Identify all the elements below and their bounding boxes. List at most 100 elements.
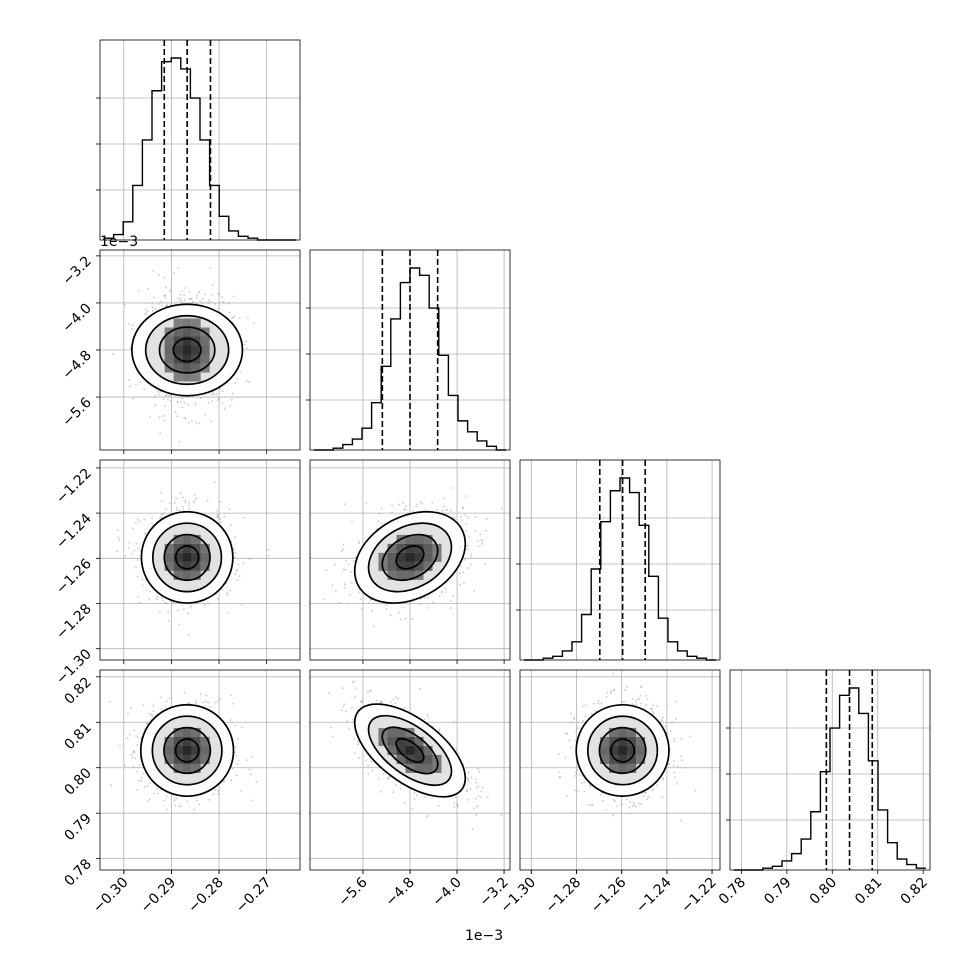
sample-point bbox=[432, 725, 435, 728]
histogram-step-line bbox=[524, 477, 716, 661]
sample-point bbox=[466, 790, 469, 793]
density-cell bbox=[405, 561, 415, 571]
sample-point bbox=[156, 596, 158, 598]
sample-point bbox=[343, 703, 346, 706]
sample-point bbox=[335, 590, 337, 593]
sample-point bbox=[240, 789, 243, 792]
density-cell bbox=[200, 543, 210, 553]
sample-point bbox=[477, 795, 480, 798]
sample-point bbox=[450, 509, 452, 512]
sample-point bbox=[217, 307, 220, 310]
sample-point bbox=[206, 499, 209, 502]
sample-point bbox=[481, 786, 484, 789]
sample-point bbox=[136, 559, 139, 561]
density-cell bbox=[182, 745, 192, 755]
sample-point bbox=[164, 601, 167, 604]
sample-point bbox=[370, 609, 373, 612]
sample-point bbox=[176, 401, 179, 403]
sample-point bbox=[211, 393, 214, 396]
sample-point bbox=[426, 816, 428, 818]
sample-point bbox=[127, 547, 130, 549]
sample-point bbox=[148, 798, 151, 801]
sample-point bbox=[421, 502, 424, 505]
sample-point bbox=[179, 293, 182, 296]
sample-point bbox=[198, 290, 201, 293]
sample-point bbox=[322, 598, 325, 601]
sample-point bbox=[169, 399, 172, 402]
sample-point bbox=[248, 558, 251, 561]
sample-point bbox=[235, 774, 238, 777]
sample-point bbox=[130, 707, 133, 709]
sample-point bbox=[576, 769, 579, 772]
sample-point bbox=[160, 300, 162, 303]
sample-point bbox=[405, 505, 407, 508]
sample-point bbox=[379, 790, 382, 793]
sample-point bbox=[160, 516, 162, 519]
sample-point bbox=[455, 803, 458, 806]
sample-point bbox=[672, 764, 675, 767]
sample-point bbox=[395, 696, 397, 699]
sample-point bbox=[155, 598, 158, 601]
sample-point bbox=[157, 390, 160, 393]
sample-point bbox=[443, 497, 446, 500]
sample-point bbox=[195, 700, 198, 703]
density-cell bbox=[414, 754, 424, 764]
sample-point bbox=[148, 782, 151, 785]
sample-point bbox=[119, 745, 121, 748]
density-cell bbox=[182, 363, 192, 373]
sample-point bbox=[240, 726, 243, 728]
sample-point bbox=[470, 552, 473, 555]
sample-point bbox=[188, 291, 191, 294]
sample-point bbox=[500, 507, 503, 510]
sample-point bbox=[398, 611, 401, 614]
sample-point bbox=[590, 713, 593, 715]
sample-point bbox=[173, 799, 176, 802]
sample-point bbox=[136, 770, 139, 773]
sample-point bbox=[196, 302, 198, 305]
density-cell bbox=[200, 345, 210, 355]
sample-point bbox=[199, 397, 202, 400]
sample-point bbox=[454, 796, 457, 799]
density-cell bbox=[396, 543, 406, 553]
panel-content bbox=[100, 670, 300, 870]
contour-line bbox=[139, 703, 235, 798]
sample-point bbox=[135, 522, 137, 525]
sample-point bbox=[168, 620, 171, 623]
scatter-panel-3-0 bbox=[99, 669, 301, 871]
sample-point bbox=[440, 591, 443, 594]
sample-point bbox=[190, 297, 193, 300]
sample-point bbox=[392, 791, 394, 793]
sample-point bbox=[477, 767, 479, 770]
sample-point bbox=[163, 276, 166, 279]
sample-point bbox=[197, 292, 200, 294]
sample-point bbox=[342, 687, 344, 690]
scatter-panel-2-0 bbox=[99, 459, 301, 661]
sample-point bbox=[343, 586, 346, 589]
sample-point bbox=[140, 780, 142, 782]
sample-point bbox=[673, 740, 676, 743]
sample-point bbox=[234, 552, 237, 554]
sample-point bbox=[178, 440, 181, 443]
sample-point bbox=[474, 778, 477, 781]
density-cell bbox=[173, 372, 183, 382]
sample-point bbox=[394, 702, 397, 704]
sample-point bbox=[411, 618, 413, 621]
sample-point bbox=[167, 395, 170, 397]
density-cell bbox=[164, 745, 174, 755]
sample-point bbox=[152, 270, 155, 272]
sample-point bbox=[474, 797, 477, 800]
sample-point bbox=[464, 558, 466, 561]
sample-point bbox=[207, 701, 209, 704]
sample-point bbox=[128, 541, 131, 544]
sample-point bbox=[111, 352, 114, 355]
density-cell bbox=[173, 570, 183, 580]
contour-line bbox=[395, 738, 425, 763]
density-cell bbox=[164, 561, 174, 571]
sample-point bbox=[141, 578, 144, 581]
sample-point bbox=[145, 312, 148, 314]
sample-point bbox=[117, 536, 120, 539]
sample-point bbox=[148, 598, 151, 601]
density-cell bbox=[182, 727, 192, 737]
sample-point bbox=[237, 563, 240, 566]
density-cell bbox=[423, 561, 433, 571]
